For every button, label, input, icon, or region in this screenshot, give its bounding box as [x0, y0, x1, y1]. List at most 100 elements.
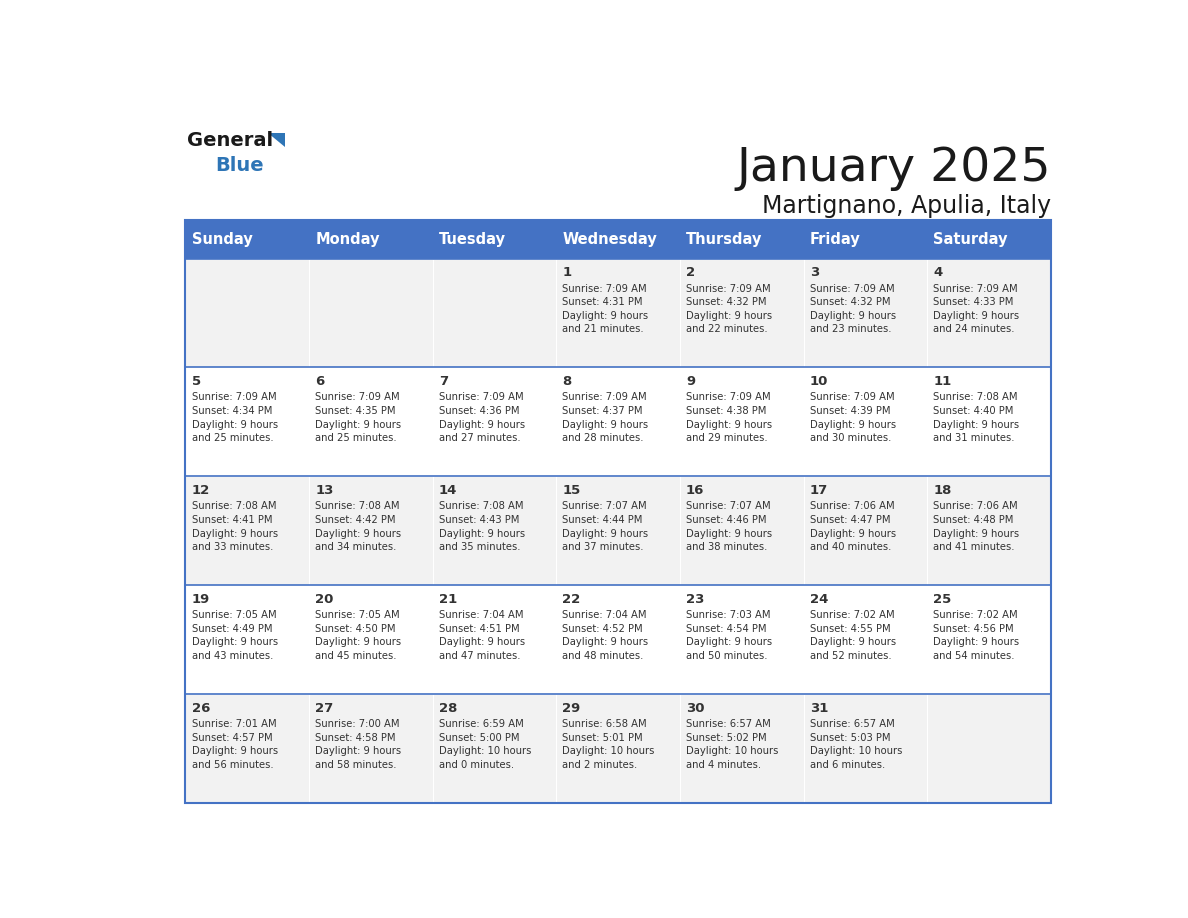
Bar — [927, 367, 1051, 476]
Bar — [803, 259, 927, 367]
Text: 3: 3 — [810, 266, 819, 279]
Bar — [556, 476, 680, 585]
Text: Martignano, Apulia, Italy: Martignano, Apulia, Italy — [762, 194, 1051, 218]
Text: Blue: Blue — [216, 156, 265, 175]
Text: Sunrise: 7:09 AM
Sunset: 4:39 PM
Daylight: 9 hours
and 30 minutes.: Sunrise: 7:09 AM Sunset: 4:39 PM Dayligh… — [810, 393, 896, 443]
Text: 22: 22 — [562, 593, 581, 606]
Text: 20: 20 — [315, 593, 334, 606]
Text: Sunrise: 6:59 AM
Sunset: 5:00 PM
Daylight: 10 hours
and 0 minutes.: Sunrise: 6:59 AM Sunset: 5:00 PM Dayligh… — [438, 719, 531, 770]
Text: Sunrise: 7:06 AM
Sunset: 4:47 PM
Daylight: 9 hours
and 40 minutes.: Sunrise: 7:06 AM Sunset: 4:47 PM Dayligh… — [810, 501, 896, 552]
Text: General: General — [188, 131, 273, 151]
Text: Sunrise: 7:09 AM
Sunset: 4:32 PM
Daylight: 9 hours
and 22 minutes.: Sunrise: 7:09 AM Sunset: 4:32 PM Dayligh… — [685, 284, 772, 334]
Text: Sunrise: 7:00 AM
Sunset: 4:58 PM
Daylight: 9 hours
and 58 minutes.: Sunrise: 7:00 AM Sunset: 4:58 PM Dayligh… — [315, 719, 402, 770]
Text: 28: 28 — [438, 701, 457, 714]
Text: Sunrise: 7:05 AM
Sunset: 4:49 PM
Daylight: 9 hours
and 43 minutes.: Sunrise: 7:05 AM Sunset: 4:49 PM Dayligh… — [191, 610, 278, 661]
Bar — [185, 585, 309, 694]
Bar — [185, 259, 309, 367]
Text: Sunrise: 7:08 AM
Sunset: 4:41 PM
Daylight: 9 hours
and 33 minutes.: Sunrise: 7:08 AM Sunset: 4:41 PM Dayligh… — [191, 501, 278, 552]
Text: Sunrise: 7:02 AM
Sunset: 4:55 PM
Daylight: 9 hours
and 52 minutes.: Sunrise: 7:02 AM Sunset: 4:55 PM Dayligh… — [810, 610, 896, 661]
Text: Saturday: Saturday — [934, 231, 1007, 247]
Bar — [556, 219, 680, 259]
Text: 24: 24 — [810, 593, 828, 606]
Polygon shape — [268, 133, 285, 147]
Bar — [927, 259, 1051, 367]
Bar — [927, 219, 1051, 259]
Bar — [185, 219, 309, 259]
Text: 6: 6 — [315, 375, 324, 388]
Text: 8: 8 — [562, 375, 571, 388]
Text: 7: 7 — [438, 375, 448, 388]
Bar — [309, 476, 432, 585]
Text: Sunrise: 7:07 AM
Sunset: 4:46 PM
Daylight: 9 hours
and 38 minutes.: Sunrise: 7:07 AM Sunset: 4:46 PM Dayligh… — [685, 501, 772, 552]
Text: Sunrise: 7:09 AM
Sunset: 4:32 PM
Daylight: 9 hours
and 23 minutes.: Sunrise: 7:09 AM Sunset: 4:32 PM Dayligh… — [810, 284, 896, 334]
Text: Sunrise: 7:09 AM
Sunset: 4:38 PM
Daylight: 9 hours
and 29 minutes.: Sunrise: 7:09 AM Sunset: 4:38 PM Dayligh… — [685, 393, 772, 443]
Bar — [185, 694, 309, 803]
Bar — [309, 694, 432, 803]
Text: 17: 17 — [810, 484, 828, 497]
Text: 9: 9 — [685, 375, 695, 388]
Bar — [680, 259, 803, 367]
Text: 27: 27 — [315, 701, 334, 714]
Text: Sunrise: 7:09 AM
Sunset: 4:33 PM
Daylight: 9 hours
and 24 minutes.: Sunrise: 7:09 AM Sunset: 4:33 PM Dayligh… — [934, 284, 1019, 334]
Bar — [309, 259, 432, 367]
Bar — [803, 694, 927, 803]
Text: 25: 25 — [934, 593, 952, 606]
Bar — [432, 694, 556, 803]
Text: 16: 16 — [685, 484, 704, 497]
Text: Sunrise: 7:08 AM
Sunset: 4:43 PM
Daylight: 9 hours
and 35 minutes.: Sunrise: 7:08 AM Sunset: 4:43 PM Dayligh… — [438, 501, 525, 552]
Text: 15: 15 — [562, 484, 581, 497]
Text: 1: 1 — [562, 266, 571, 279]
Text: 10: 10 — [810, 375, 828, 388]
Text: 5: 5 — [191, 375, 201, 388]
Bar — [432, 259, 556, 367]
Bar — [927, 585, 1051, 694]
Bar — [309, 219, 432, 259]
Text: Tuesday: Tuesday — [438, 231, 506, 247]
Bar — [680, 476, 803, 585]
Bar — [680, 219, 803, 259]
Text: 12: 12 — [191, 484, 210, 497]
Text: Sunrise: 7:09 AM
Sunset: 4:34 PM
Daylight: 9 hours
and 25 minutes.: Sunrise: 7:09 AM Sunset: 4:34 PM Dayligh… — [191, 393, 278, 443]
Bar — [432, 219, 556, 259]
Text: 18: 18 — [934, 484, 952, 497]
Text: Sunrise: 7:08 AM
Sunset: 4:42 PM
Daylight: 9 hours
and 34 minutes.: Sunrise: 7:08 AM Sunset: 4:42 PM Dayligh… — [315, 501, 402, 552]
Text: Sunrise: 7:09 AM
Sunset: 4:36 PM
Daylight: 9 hours
and 27 minutes.: Sunrise: 7:09 AM Sunset: 4:36 PM Dayligh… — [438, 393, 525, 443]
Bar — [556, 694, 680, 803]
Text: Wednesday: Wednesday — [562, 231, 657, 247]
Bar — [680, 694, 803, 803]
Text: Friday: Friday — [810, 231, 860, 247]
Bar — [309, 585, 432, 694]
Bar — [432, 476, 556, 585]
Text: Sunrise: 7:09 AM
Sunset: 4:37 PM
Daylight: 9 hours
and 28 minutes.: Sunrise: 7:09 AM Sunset: 4:37 PM Dayligh… — [562, 393, 649, 443]
Text: January 2025: January 2025 — [737, 145, 1051, 191]
Text: 4: 4 — [934, 266, 942, 279]
Bar — [556, 367, 680, 476]
Bar — [927, 694, 1051, 803]
Text: 11: 11 — [934, 375, 952, 388]
Bar — [556, 259, 680, 367]
Text: Sunrise: 7:09 AM
Sunset: 4:31 PM
Daylight: 9 hours
and 21 minutes.: Sunrise: 7:09 AM Sunset: 4:31 PM Dayligh… — [562, 284, 649, 334]
Text: 19: 19 — [191, 593, 210, 606]
Bar — [556, 585, 680, 694]
Bar — [185, 367, 309, 476]
Bar — [309, 367, 432, 476]
Text: Sunrise: 7:06 AM
Sunset: 4:48 PM
Daylight: 9 hours
and 41 minutes.: Sunrise: 7:06 AM Sunset: 4:48 PM Dayligh… — [934, 501, 1019, 552]
Text: Sunrise: 7:01 AM
Sunset: 4:57 PM
Daylight: 9 hours
and 56 minutes.: Sunrise: 7:01 AM Sunset: 4:57 PM Dayligh… — [191, 719, 278, 770]
Text: 21: 21 — [438, 593, 457, 606]
Text: Sunrise: 7:04 AM
Sunset: 4:51 PM
Daylight: 9 hours
and 47 minutes.: Sunrise: 7:04 AM Sunset: 4:51 PM Dayligh… — [438, 610, 525, 661]
Bar — [432, 585, 556, 694]
Text: Monday: Monday — [315, 231, 380, 247]
Text: 26: 26 — [191, 701, 210, 714]
Text: Sunrise: 7:03 AM
Sunset: 4:54 PM
Daylight: 9 hours
and 50 minutes.: Sunrise: 7:03 AM Sunset: 4:54 PM Dayligh… — [685, 610, 772, 661]
Text: Sunrise: 6:57 AM
Sunset: 5:03 PM
Daylight: 10 hours
and 6 minutes.: Sunrise: 6:57 AM Sunset: 5:03 PM Dayligh… — [810, 719, 902, 770]
Bar — [803, 585, 927, 694]
Bar — [680, 367, 803, 476]
Text: 14: 14 — [438, 484, 457, 497]
Text: Sunrise: 6:57 AM
Sunset: 5:02 PM
Daylight: 10 hours
and 4 minutes.: Sunrise: 6:57 AM Sunset: 5:02 PM Dayligh… — [685, 719, 778, 770]
Bar — [803, 219, 927, 259]
Text: 2: 2 — [685, 266, 695, 279]
Text: 30: 30 — [685, 701, 704, 714]
Text: Sunday: Sunday — [191, 231, 252, 247]
Text: 23: 23 — [685, 593, 704, 606]
Bar — [803, 367, 927, 476]
